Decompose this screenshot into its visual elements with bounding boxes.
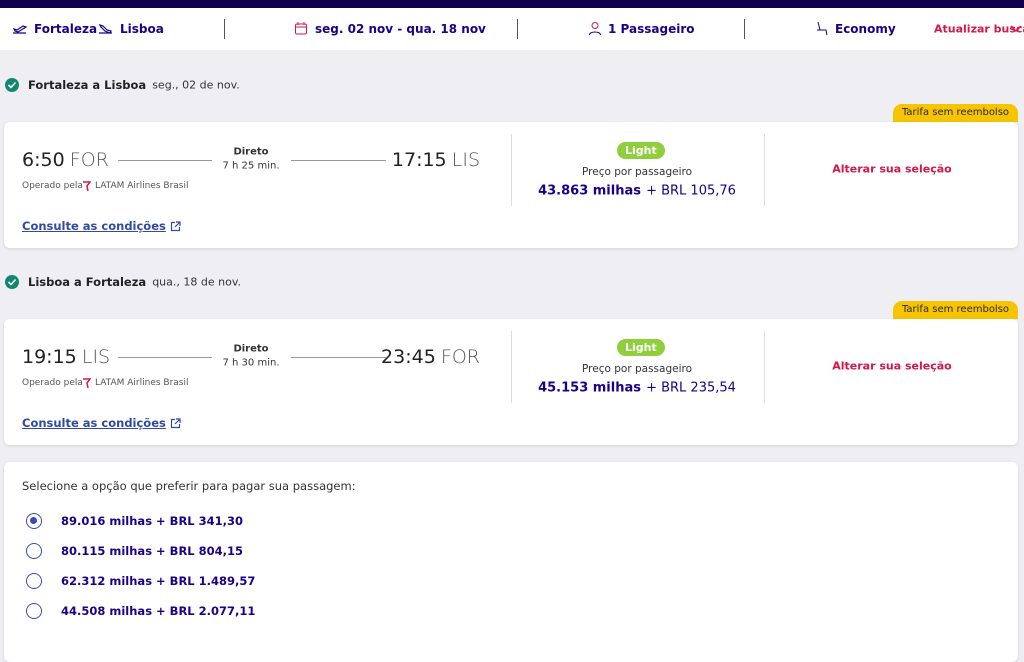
price: 43.863 milhas + BRL 105,76 bbox=[538, 180, 736, 199]
payment-prompt: Selecione a opção que preferir para paga… bbox=[22, 479, 356, 493]
change-selection[interactable]: Alterar sua seleção bbox=[832, 359, 952, 373]
divider bbox=[511, 134, 512, 206]
separator bbox=[517, 19, 518, 39]
origin[interactable]: Fortaleza bbox=[34, 22, 98, 36]
update-search[interactable]: Atualizar busca bbox=[934, 22, 1024, 36]
calendar-icon bbox=[295, 22, 307, 35]
segment-date: qua., 18 de nov. bbox=[152, 275, 241, 289]
flight-card: 6:50 FOR Direto 7 h 25 min. 17:15 LIS Op… bbox=[4, 122, 1018, 248]
arrival-code: LIS bbox=[451, 149, 480, 171]
separator bbox=[744, 19, 745, 39]
payment-option[interactable]: 62.312 milhas + BRL 1.489,57 bbox=[61, 574, 256, 588]
duration: 7 h 30 min. bbox=[222, 357, 280, 369]
miles: 45.153 milhas bbox=[538, 380, 641, 396]
departure-time: 19:15 bbox=[22, 346, 77, 368]
price-extra: + BRL 105,76 bbox=[646, 183, 736, 199]
dates[interactable]: seg. 02 nov - qua. 18 nov bbox=[315, 22, 486, 36]
route-line bbox=[291, 357, 386, 358]
route-line bbox=[291, 160, 386, 161]
stop-type: Direto bbox=[233, 146, 269, 158]
price: 45.153 milhas + BRL 235,54 bbox=[538, 377, 736, 396]
airline-logo bbox=[83, 378, 91, 389]
radio-button[interactable] bbox=[26, 573, 42, 589]
fare-badge: Tarifa sem reembolso bbox=[893, 104, 1018, 122]
price-label: Preço por passageiro bbox=[582, 166, 692, 178]
external-link-icon[interactable] bbox=[170, 418, 181, 429]
destination[interactable]: Lisboa bbox=[120, 22, 164, 36]
conditions-link[interactable]: Consulte as condições bbox=[22, 219, 166, 233]
fare-brand: Light bbox=[617, 142, 665, 159]
check-icon bbox=[5, 78, 19, 92]
price-label: Preço por passageiro bbox=[582, 363, 692, 375]
payment-card: Selecione a opção que preferir para paga… bbox=[4, 462, 1018, 662]
flight-card: 19:15 LIS Direto 7 h 30 min. 23:45 FOR O… bbox=[4, 319, 1018, 445]
departure-time: 6:50 bbox=[22, 149, 65, 171]
radio-button[interactable] bbox=[26, 603, 42, 619]
radio-button[interactable] bbox=[26, 543, 42, 559]
change-selection[interactable]: Alterar sua seleção bbox=[832, 162, 952, 176]
arrival-code: FOR bbox=[440, 346, 480, 368]
departure-code: FOR bbox=[69, 149, 109, 171]
arrival-time: 17:15 bbox=[391, 149, 447, 171]
segment-title: Fortaleza a Lisboa bbox=[28, 78, 147, 92]
price-extra: + BRL 235,54 bbox=[646, 380, 736, 396]
takeoff-icon bbox=[12, 25, 28, 34]
cabin[interactable]: Economy bbox=[835, 22, 896, 36]
landing-icon bbox=[98, 23, 112, 34]
airline: LATAM Airlines Brasil bbox=[95, 181, 189, 191]
route-line bbox=[118, 357, 212, 358]
search-header: Fortaleza Lisboa seg. 02 nov - qua. 18 n… bbox=[0, 8, 1024, 50]
operated-by: Operado pela bbox=[22, 378, 83, 388]
chevron-icon bbox=[1010, 25, 1022, 33]
divider bbox=[511, 331, 512, 403]
arrival: 23:45 FOR bbox=[381, 346, 480, 368]
segment-date: seg., 02 de nov. bbox=[152, 78, 240, 92]
segment-title: Lisboa a Fortaleza bbox=[28, 275, 147, 289]
payment-option[interactable]: 80.115 milhas + BRL 804,15 bbox=[61, 544, 244, 558]
arrival-time: 23:45 bbox=[381, 346, 436, 368]
check-icon bbox=[5, 275, 19, 289]
airline-logo bbox=[83, 181, 91, 192]
separator bbox=[224, 19, 225, 39]
external-link-icon[interactable] bbox=[170, 221, 181, 232]
miles: 43.863 milhas bbox=[538, 183, 641, 199]
top-bar bbox=[0, 0, 1024, 8]
seat-icon bbox=[817, 21, 828, 36]
conditions-link[interactable]: Consulte as condições bbox=[22, 416, 166, 430]
departure: 6:50 FOR bbox=[22, 149, 109, 171]
airline: LATAM Airlines Brasil bbox=[95, 378, 189, 388]
stop-type: Direto bbox=[233, 343, 269, 355]
operated-by: Operado pela bbox=[22, 181, 83, 191]
fare-brand: Light bbox=[617, 339, 665, 356]
departure: 19:15 LIS bbox=[22, 346, 110, 368]
radio-button[interactable] bbox=[26, 513, 42, 529]
passenger-icon bbox=[589, 22, 601, 36]
fare-badge: Tarifa sem reembolso bbox=[893, 301, 1018, 319]
passengers[interactable]: 1 Passageiro bbox=[608, 22, 695, 36]
payment-option[interactable]: 89.016 milhas + BRL 341,30 bbox=[61, 514, 244, 528]
payment-option[interactable]: 44.508 milhas + BRL 2.077,11 bbox=[61, 604, 256, 618]
arrival: 17:15 LIS bbox=[392, 149, 480, 171]
divider bbox=[764, 134, 765, 206]
divider bbox=[764, 331, 765, 403]
departure-code: LIS bbox=[81, 346, 111, 368]
duration: 7 h 25 min. bbox=[222, 160, 280, 172]
route-line bbox=[118, 160, 212, 161]
